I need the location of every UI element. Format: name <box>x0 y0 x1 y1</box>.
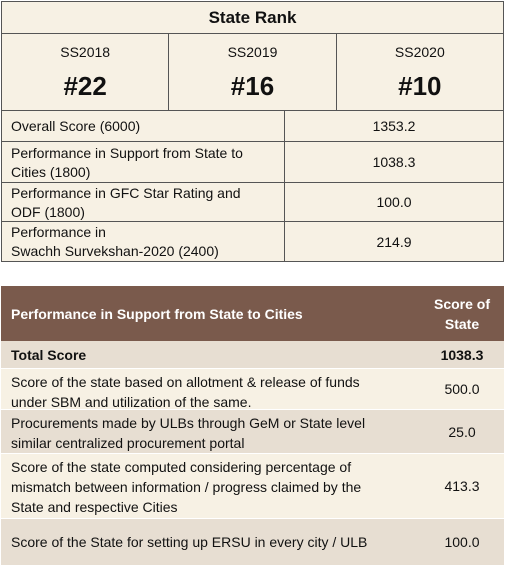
metric-label: Performance in GFC Star Rating and ODF (… <box>2 183 285 221</box>
performance-table: Performance in Support from State to Cit… <box>1 286 504 566</box>
metric-label-line: Swachh Survekshan-2020 (2400) <box>11 243 219 259</box>
row-label-line: mismatch between information / progress … <box>11 479 362 495</box>
metric-value: 1353.2 <box>372 118 416 134</box>
year-label: SS2020 <box>394 44 445 60</box>
performance-row-label: Procurements made by ULBs through GeM or… <box>1 410 420 453</box>
metric-label: Overall Score (6000) <box>2 111 285 141</box>
year-cell-ss2019: SS2019 #16 <box>169 34 337 110</box>
total-score-row: Total Score 1038.3 <box>1 341 504 369</box>
row-label-line: Procurements made by ULBs through GeM or… <box>11 415 366 431</box>
metric-row-overall: Overall Score (6000) 1353.2 <box>2 111 503 142</box>
row-label-line: Score of the State for setting up ERSU i… <box>11 534 368 550</box>
metric-row-gfc: Performance in GFC Star Rating and ODF (… <box>2 183 503 222</box>
year-rank: #10 <box>398 71 442 101</box>
performance-row: Score of the State for setting up ERSU i… <box>1 519 504 566</box>
year-ranks-row: SS2018 #22 SS2019 #16 SS2020 #10 <box>2 34 503 111</box>
performance-row-value: 500.0 <box>444 381 480 397</box>
row-label-line: similar centralized procurement portal <box>11 435 245 451</box>
metric-label-line: Performance in <box>11 224 106 240</box>
year-cell-ss2020: SS2020 #10 <box>337 34 503 110</box>
performance-row-label: Score of the state based on allotment & … <box>1 369 420 410</box>
performance-row: Score of the state based on allotment & … <box>1 369 504 410</box>
state-rank-title: State Rank <box>2 2 503 34</box>
performance-row-value: 25.0 <box>448 423 476 440</box>
score-column-header: Score of State <box>420 286 504 341</box>
metric-label-line: Performance in Support from State to <box>11 144 243 161</box>
metric-value: 1038.3 <box>372 154 416 170</box>
performance-row: Score of the state computed considering … <box>1 454 504 519</box>
performance-row-value: 100.0 <box>444 534 480 550</box>
year-cell-ss2018: SS2018 #22 <box>2 34 170 110</box>
metric-value: 214.9 <box>376 233 412 250</box>
metric-label-line: Performance in GFC Star Rating and <box>11 184 241 201</box>
metric-label-line: Cities (1800) <box>11 163 91 180</box>
row-label-line: Score of the state based on allotment & … <box>11 374 360 390</box>
performance-row-label: Score of the state computed considering … <box>1 454 420 518</box>
score-header-line: Score of <box>433 295 490 312</box>
row-label-line: State and respective Cities <box>11 499 178 515</box>
score-header-line: State <box>444 315 480 332</box>
state-rank-table: State Rank SS2018 #22 SS2019 #16 SS2020 … <box>1 1 504 262</box>
row-label-line: Score of the state computed considering … <box>11 459 352 475</box>
performance-row-value: 413.3 <box>444 478 480 494</box>
metric-label: Performance in Support from State to Cit… <box>2 142 285 182</box>
year-rank: #22 <box>63 71 107 101</box>
metric-label-line: ODF (1800) <box>11 203 85 220</box>
performance-row: Procurements made by ULBs through GeM or… <box>1 410 504 454</box>
row-label-line: under SBM and utilization of the same. <box>11 394 252 410</box>
total-score-value: 1038.3 <box>440 346 484 363</box>
year-label: SS2018 <box>60 44 111 60</box>
total-score-label: Total Score <box>11 346 87 363</box>
year-rank: #16 <box>230 71 275 101</box>
performance-header-label: Performance in Support from State to Cit… <box>11 305 303 322</box>
metric-row-survekshan: Performance in Swachh Survekshan-2020 (2… <box>2 222 503 261</box>
year-label: SS2019 <box>227 44 278 60</box>
metric-value: 100.0 <box>376 194 412 210</box>
performance-header: Performance in Support from State to Cit… <box>1 286 504 341</box>
metric-row-support: Performance in Support from State to Cit… <box>2 142 503 183</box>
performance-row-label: Score of the State for setting up ERSU i… <box>1 519 420 565</box>
metric-label: Performance in Swachh Survekshan-2020 (2… <box>2 222 285 261</box>
